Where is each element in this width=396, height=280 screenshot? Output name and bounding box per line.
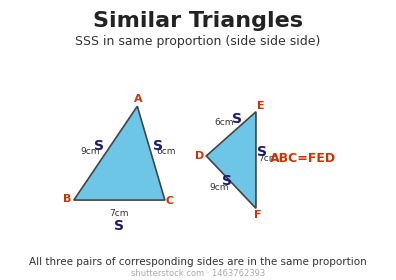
Text: F: F — [253, 210, 261, 220]
Text: B: B — [63, 194, 71, 204]
Text: E: E — [257, 101, 265, 111]
Text: SSS in same proportion (side side side): SSS in same proportion (side side side) — [75, 35, 321, 48]
Polygon shape — [74, 106, 165, 200]
Polygon shape — [206, 112, 256, 208]
Text: 9cm: 9cm — [209, 183, 228, 192]
Text: D: D — [195, 151, 204, 161]
Text: C: C — [165, 197, 173, 206]
Text: S: S — [222, 174, 232, 188]
Text: 7cm: 7cm — [259, 154, 278, 163]
Text: Similar Triangles: Similar Triangles — [93, 11, 303, 31]
Text: ABC=FED: ABC=FED — [270, 152, 336, 165]
Text: 9cm: 9cm — [81, 147, 100, 156]
Text: 7cm: 7cm — [110, 209, 129, 218]
Text: 6cm: 6cm — [215, 118, 234, 127]
Text: S: S — [94, 139, 104, 153]
Text: A: A — [134, 94, 143, 104]
Text: S: S — [232, 113, 242, 127]
Text: 6cm: 6cm — [156, 147, 176, 156]
Text: S: S — [153, 139, 163, 153]
Text: All three pairs of corresponding sides are in the same proportion: All three pairs of corresponding sides a… — [29, 257, 367, 267]
Text: shutterstock.com · 1463762393: shutterstock.com · 1463762393 — [131, 269, 265, 278]
Text: S: S — [114, 219, 124, 233]
Text: S: S — [257, 145, 267, 159]
